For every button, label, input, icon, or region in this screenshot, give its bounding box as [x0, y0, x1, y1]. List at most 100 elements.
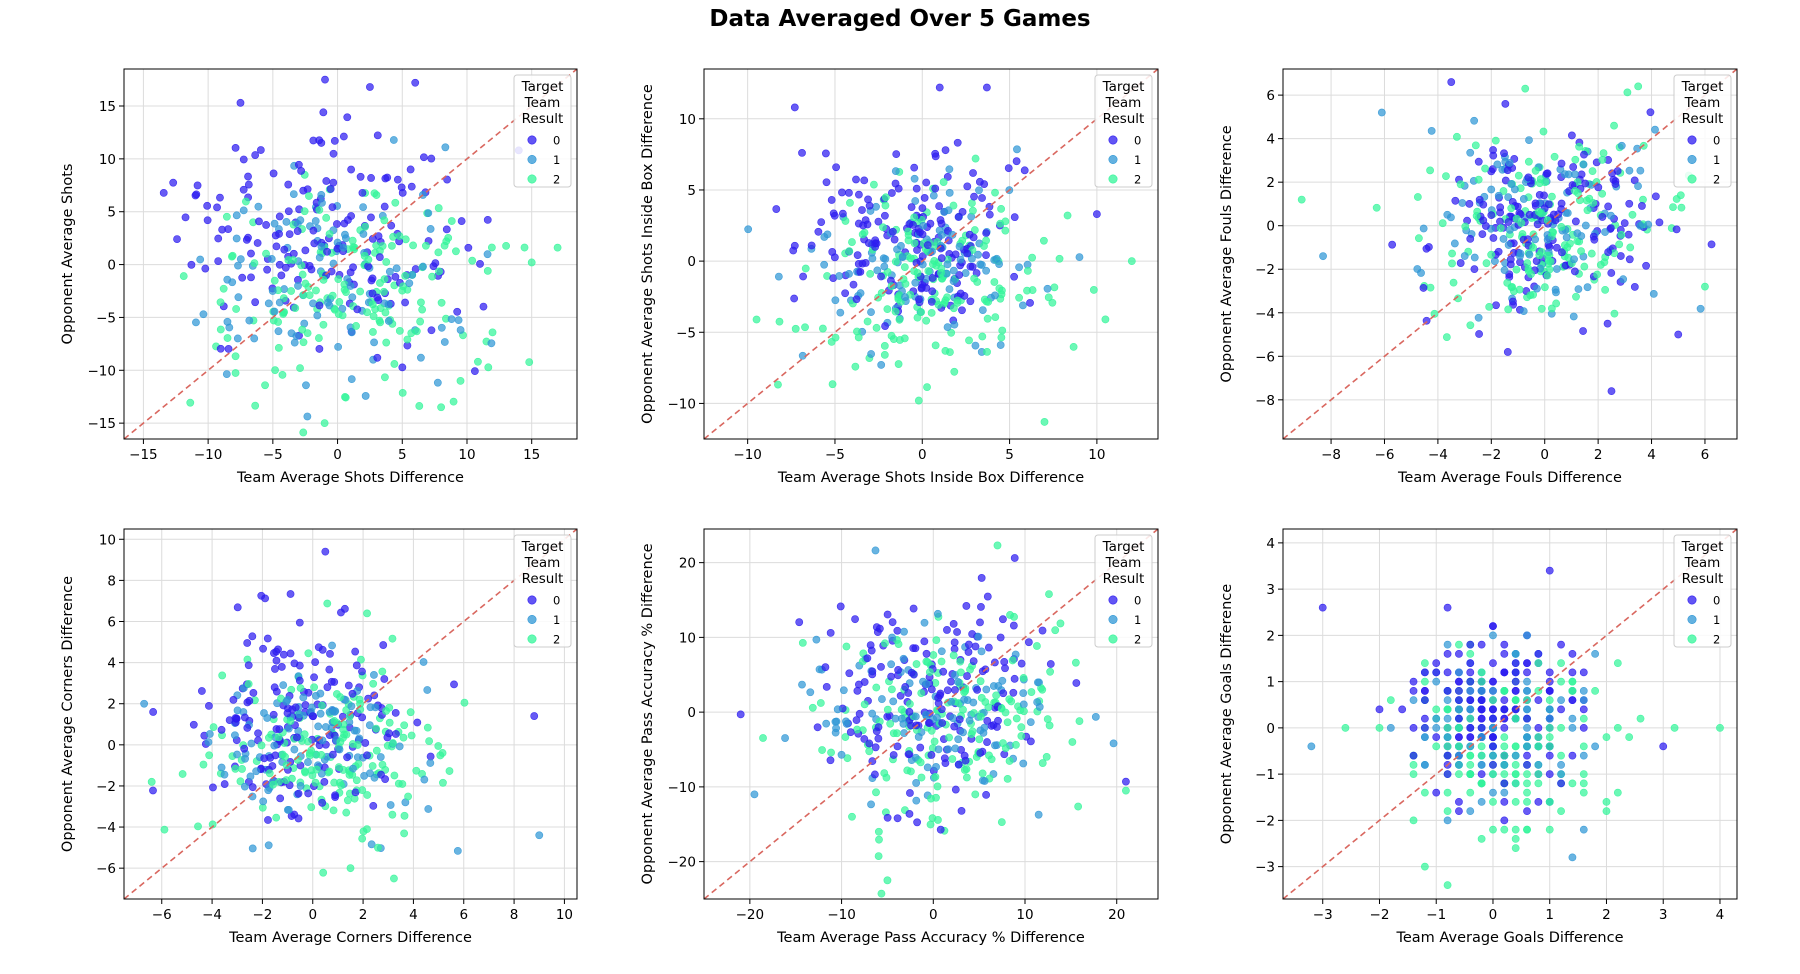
data-point-series-2	[1545, 723, 1554, 732]
data-point-series-0	[966, 262, 975, 271]
data-point-series-2	[346, 864, 355, 873]
data-point-series-0	[935, 83, 944, 92]
data-point-series-2	[1019, 674, 1028, 682]
y-tick-label: −4	[1255, 306, 1275, 322]
data-point-series-0	[398, 363, 407, 372]
legend-marker	[1108, 135, 1118, 145]
data-point-series-1	[234, 261, 242, 270]
data-point-series-2	[1500, 825, 1509, 834]
y-tick-label: 2	[1266, 175, 1275, 191]
data-point-series-0	[1620, 219, 1629, 228]
data-point-series-0	[931, 152, 940, 161]
data-point-series-0	[353, 305, 362, 314]
data-point-series-2	[460, 698, 469, 707]
data-point-series-2	[1557, 751, 1565, 760]
legend-label: 2	[1134, 633, 1141, 647]
data-point-series-0	[375, 253, 384, 262]
legend-marker	[1687, 135, 1697, 145]
grid	[1283, 529, 1737, 899]
data-point-series-2	[1432, 742, 1441, 751]
legend-marker	[527, 135, 537, 145]
data-point-series-2	[380, 287, 388, 296]
data-point-series-0	[853, 251, 862, 260]
data-point-series-0	[1466, 668, 1475, 677]
data-point-series-2	[752, 315, 761, 324]
x-tick-label: 0	[1489, 907, 1498, 923]
data-point-series-1	[774, 272, 783, 281]
data-point-series-0	[906, 789, 914, 797]
data-point-series-2	[1526, 291, 1535, 300]
data-point-series-0	[973, 685, 982, 694]
x-tick-label: 0	[308, 907, 317, 923]
data-point-series-0	[1500, 779, 1509, 788]
data-point-series-0	[977, 603, 985, 611]
data-point-series-0	[910, 163, 919, 172]
data-point-series-2	[314, 334, 323, 342]
data-point-series-2	[335, 298, 344, 306]
data-point-series-0	[964, 640, 973, 649]
data-point-series-1	[1477, 797, 1486, 806]
data-point-series-2	[1582, 196, 1591, 205]
data-point-series-1	[971, 341, 980, 350]
data-point-series-0	[1010, 554, 1019, 562]
data-point-series-2	[304, 283, 313, 291]
data-point-series-2	[370, 189, 379, 198]
data-point-series-0	[1474, 157, 1483, 166]
data-point-series-0	[860, 735, 869, 743]
data-point-series-2	[425, 737, 434, 746]
data-point-series-0	[970, 192, 978, 201]
data-point-series-1	[231, 731, 239, 740]
data-point-series-1	[1557, 770, 1565, 779]
data-point-series-1	[836, 308, 845, 317]
data-point-series-0	[1638, 202, 1646, 210]
data-point-series-0	[883, 712, 892, 721]
data-point-series-1	[1043, 284, 1052, 293]
data-point-series-2	[983, 314, 992, 323]
data-point-series-0	[904, 750, 913, 759]
data-point-series-0	[149, 708, 158, 716]
data-point-series-2	[1613, 723, 1622, 732]
data-point-series-1	[302, 381, 310, 390]
data-point-series-0	[269, 169, 278, 178]
data-point-series-0	[1012, 157, 1021, 166]
data-point-series-1	[912, 779, 921, 787]
data-point-series-2	[1571, 155, 1580, 164]
data-point-series-2	[1466, 788, 1475, 797]
data-point-series-2	[818, 746, 826, 754]
data-point-series-2	[931, 341, 940, 350]
data-point-series-0	[978, 194, 986, 202]
legend-label: 0	[1713, 594, 1720, 608]
data-point-series-2	[1677, 203, 1686, 212]
data-point-series-0	[1607, 387, 1616, 396]
data-point-series-0	[293, 733, 301, 742]
data-point-series-1	[1504, 193, 1513, 202]
data-point-series-1	[899, 654, 908, 663]
data-point-series-2	[404, 792, 412, 801]
data-point-series-1	[1633, 144, 1642, 153]
data-point-series-0	[918, 204, 927, 213]
data-point-series-2	[1015, 293, 1023, 302]
data-point-series-0	[845, 188, 853, 197]
data-point-series-2	[299, 428, 308, 437]
x-tick-label: 3	[1659, 907, 1668, 923]
legend-label: 2	[1713, 633, 1720, 647]
legend-marker	[1108, 634, 1118, 644]
data-point-series-0	[367, 174, 375, 182]
data-point-series-0	[969, 58, 976, 65]
data-point-series-2	[966, 665, 974, 674]
data-point-series-0	[315, 345, 324, 353]
data-point-series-0	[1624, 230, 1633, 239]
y-tick-label: −5	[96, 310, 116, 326]
data-point-series-2	[1075, 717, 1084, 726]
data-point-series-2	[886, 719, 895, 728]
data-point-series-0	[1568, 649, 1577, 658]
data-point-series-2	[368, 300, 377, 309]
data-point-series-2	[1669, 203, 1677, 211]
data-point-series-1	[1075, 253, 1084, 262]
legend-title: Target	[521, 539, 564, 555]
data-point-series-0	[1455, 649, 1463, 658]
data-point-series-2	[1568, 677, 1577, 686]
data-point-series-0	[943, 686, 952, 695]
data-point-series-2	[1487, 250, 1496, 259]
